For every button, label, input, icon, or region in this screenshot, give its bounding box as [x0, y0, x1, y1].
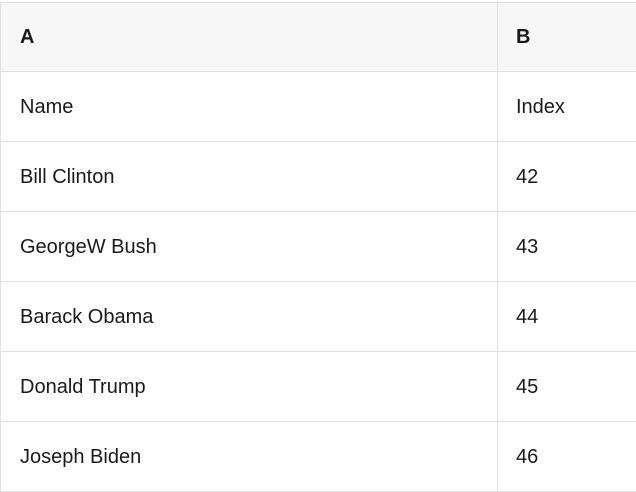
cell-name: GeorgeW Bush	[1, 212, 498, 281]
cell-index: 46	[516, 445, 539, 468]
cell-index: 44	[516, 305, 539, 328]
cell-name: Joseph Biden	[1, 422, 498, 491]
cell-index: 43	[516, 235, 539, 258]
table-row: Bill Clinton 42	[1, 142, 636, 212]
cell-name: Bill Clinton	[1, 142, 498, 211]
cell-name: Barack Obama	[1, 282, 498, 351]
cell-index: 42	[516, 165, 539, 188]
cell-name: Donald Trump	[1, 352, 498, 421]
table-row: GeorgeW Bush 43	[1, 212, 636, 282]
column-header-row: A B	[1, 3, 636, 72]
cell-index: 45	[516, 375, 539, 398]
column-header-b: B	[516, 26, 531, 48]
cell-index-header: Index	[516, 95, 565, 118]
column-header-a: A	[1, 3, 498, 71]
cell-name-header: Name	[1, 72, 498, 141]
field-header-row: Name Index	[1, 72, 636, 142]
table-row: Barack Obama 44	[1, 282, 636, 352]
table-row: Donald Trump 45	[1, 352, 636, 422]
table-row: Joseph Biden 46	[1, 422, 636, 492]
